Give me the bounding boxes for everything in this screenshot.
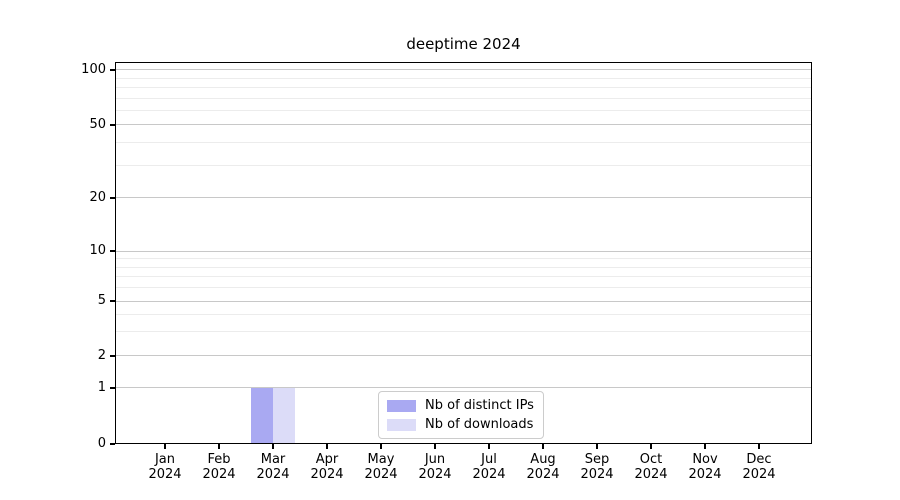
x-tick-month: Nov	[692, 452, 718, 467]
gridline-major	[115, 124, 812, 126]
gridline-major	[115, 250, 812, 252]
legend-item-downloads: Nb of downloads	[387, 417, 534, 432]
x-tick-year: 2024	[634, 467, 668, 482]
bar-downloads	[273, 387, 295, 444]
x-tick-label: Oct 2024	[623, 452, 679, 482]
y-tick-label: 1	[97, 379, 106, 395]
x-tick-month: Sep	[584, 452, 610, 467]
x-tick-month: Feb	[207, 452, 231, 467]
x-tick-mark	[488, 444, 490, 449]
plot-area: Nb of distinct IPs Nb of downloads 0 1 2 5 1…	[81, 62, 812, 482]
gridline-minor	[115, 165, 812, 167]
x-tick-label: Apr 2024	[299, 452, 355, 482]
chart-title: deeptime 2024	[406, 35, 521, 53]
gridline-minor	[115, 287, 812, 289]
y-tick-label: 2	[97, 347, 106, 363]
gridline-minor	[115, 142, 812, 144]
legend-item-distinct-ips: Nb of distinct IPs	[387, 398, 534, 413]
gridline-major	[115, 300, 812, 302]
x-tick-mark	[218, 444, 220, 449]
gridline-major	[115, 387, 812, 389]
x-tick-year: 2024	[364, 467, 398, 482]
x-tick-label: Nov 2024	[677, 452, 733, 482]
y-tick-mark	[110, 197, 115, 199]
x-tick-label: Aug 2024	[515, 452, 571, 482]
x-tick-month: Oct	[639, 452, 663, 467]
x-tick-label: Feb 2024	[191, 452, 247, 482]
x-tick-mark	[650, 444, 652, 449]
gridline-minor	[115, 266, 812, 268]
gridline-major	[115, 355, 812, 357]
gridline-minor	[115, 276, 812, 278]
x-tick-mark	[596, 444, 598, 449]
x-tick-year: 2024	[310, 467, 344, 482]
x-tick-label: May 2024	[353, 452, 409, 482]
x-tick-month: Jul	[481, 452, 497, 467]
y-tick-mark	[110, 443, 115, 445]
gridline-minor	[115, 77, 812, 79]
x-tick-mark	[164, 444, 166, 449]
y-tick-mark	[110, 124, 115, 126]
legend-label-distinct-ips: Nb of distinct IPs	[425, 398, 534, 413]
y-tick-label: 20	[89, 189, 106, 205]
x-tick-year: 2024	[472, 467, 506, 482]
x-tick-year: 2024	[742, 467, 776, 482]
x-tick-mark	[380, 444, 382, 449]
x-tick-year: 2024	[418, 467, 452, 482]
x-tick-year: 2024	[526, 467, 560, 482]
legend-swatch-downloads	[387, 418, 416, 431]
gridline-minor	[115, 258, 812, 260]
gridline-minor	[115, 331, 812, 333]
y-tick-mark	[110, 387, 115, 389]
y-tick-label: 5	[97, 293, 106, 309]
gridline-minor	[115, 313, 812, 315]
x-tick-month: Jan	[154, 452, 176, 467]
x-tick-month: Aug	[530, 452, 556, 467]
x-tick-mark	[542, 444, 544, 449]
x-tick-mark	[704, 444, 706, 449]
x-tick-month: Dec	[746, 452, 772, 467]
x-tick-year: 2024	[148, 467, 182, 482]
x-tick-month: Mar	[260, 452, 286, 467]
x-tick-mark	[434, 444, 436, 449]
gridline-minor	[115, 110, 812, 112]
x-tick-month: Apr	[315, 452, 339, 467]
x-tick-month: May	[367, 452, 395, 467]
x-tick-year: 2024	[202, 467, 236, 482]
x-tick-year: 2024	[688, 467, 722, 482]
x-tick-label: Mar 2024	[245, 452, 301, 482]
y-tick-label: 100	[81, 61, 106, 77]
x-tick-label: Dec 2024	[731, 452, 787, 482]
legend: Nb of distinct IPs Nb of downloads	[378, 391, 544, 439]
y-tick-mark	[110, 250, 115, 252]
x-tick-month: Jun	[424, 452, 446, 467]
y-tick-label: 10	[89, 243, 106, 258]
gridline-major	[115, 197, 812, 199]
x-tick-label: Jul 2024	[461, 452, 517, 482]
x-tick-year: 2024	[256, 467, 290, 482]
y-tick-label: 0	[97, 436, 106, 451]
y-tick-mark	[110, 300, 115, 302]
x-tick-label: Jun 2024	[407, 452, 463, 482]
legend-label-downloads: Nb of downloads	[425, 417, 534, 432]
bar-distinct-ips	[251, 387, 273, 444]
x-tick-label: Sep 2024	[569, 452, 625, 482]
x-tick-label: Jan 2024	[137, 452, 193, 482]
x-tick-mark	[326, 444, 328, 449]
y-tick-mark	[110, 355, 115, 357]
legend-swatch-distinct-ips	[387, 399, 416, 412]
x-tick-mark	[272, 444, 274, 449]
y-tick-mark	[110, 69, 115, 71]
gridline-minor	[115, 87, 812, 89]
gridline-major	[115, 69, 812, 71]
gridline-minor	[115, 97, 812, 99]
x-tick-mark	[758, 444, 760, 449]
x-tick-year: 2024	[580, 467, 614, 482]
y-tick-label: 50	[89, 116, 106, 132]
